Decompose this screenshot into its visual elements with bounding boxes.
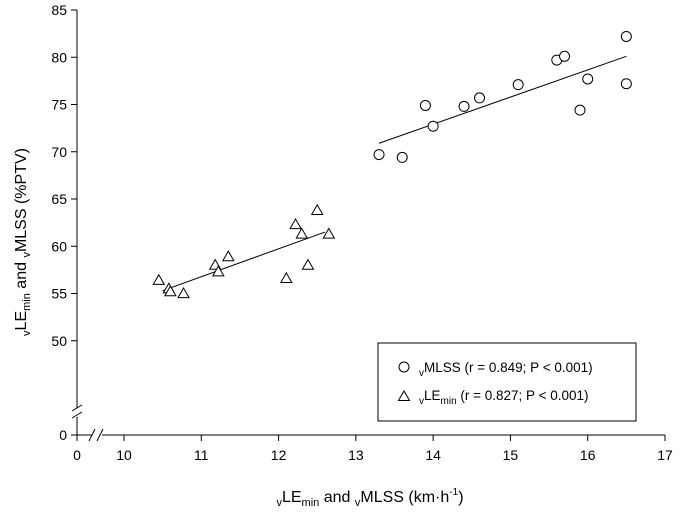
legend: vMLSS (r = 0.849; P < 0.001) vLEmin (r =… bbox=[377, 342, 637, 422]
y-tick-label: 75 bbox=[51, 97, 67, 113]
x-tick-label: 10 bbox=[116, 447, 132, 463]
x-tick-label: 12 bbox=[271, 447, 287, 463]
y-tick-label: 80 bbox=[51, 49, 67, 65]
y-tick-label: 85 bbox=[51, 2, 67, 18]
regression-line-lemin bbox=[162, 231, 326, 292]
point-mlss bbox=[373, 149, 385, 161]
legend-label-lemin: vLEmin (r = 0.827; P < 0.001) bbox=[419, 388, 588, 407]
point-lemin bbox=[177, 286, 190, 299]
point-mlss bbox=[582, 73, 594, 85]
y-tick-label: 65 bbox=[51, 191, 67, 207]
axes: 50 55 60 65 70 75 80 85 0 10 11 12 13 14 15 16 17 0 bbox=[51, 2, 673, 463]
y-axis-break-mark bbox=[71, 404, 83, 412]
legend-item-mlss: vMLSS (r = 0.849; P < 0.001) bbox=[398, 360, 593, 379]
point-mlss bbox=[574, 104, 586, 116]
point-lemin bbox=[295, 227, 309, 239]
x-axis-break-mark bbox=[88, 428, 96, 442]
x-tick-label: 11 bbox=[194, 447, 209, 463]
regression-line-mlss bbox=[378, 55, 627, 144]
y-tick-label: 50 bbox=[51, 333, 67, 349]
y-tick-label: 70 bbox=[51, 144, 67, 160]
point-lemin bbox=[164, 285, 177, 297]
point-lemin bbox=[279, 271, 293, 284]
point-lemin bbox=[310, 203, 324, 215]
y-tick-label: 55 bbox=[51, 286, 67, 302]
y-axis-break-mark bbox=[71, 411, 83, 419]
legend-item-lemin: vLEmin (r = 0.827; P < 0.001) bbox=[397, 388, 588, 407]
x-tick-label-zero: 0 bbox=[73, 447, 81, 463]
x-axis-title: vLEmin and vMLSS (km·h-1) bbox=[276, 487, 463, 509]
x-tick-label: 16 bbox=[580, 447, 596, 463]
data-points bbox=[152, 30, 632, 299]
x-tick-label: 13 bbox=[348, 447, 364, 463]
legend-triangle-marker bbox=[397, 390, 411, 401]
x-axis-break-mark bbox=[96, 428, 104, 442]
point-mlss bbox=[474, 92, 486, 104]
point-mlss bbox=[559, 50, 571, 62]
point-mlss bbox=[458, 100, 470, 112]
point-lemin bbox=[301, 258, 315, 270]
y-tick-label-zero: 0 bbox=[59, 427, 67, 443]
legend-circle-marker bbox=[398, 361, 410, 373]
point-mlss bbox=[396, 151, 408, 163]
legend-box bbox=[377, 342, 637, 422]
point-lemin bbox=[221, 250, 235, 262]
point-lemin bbox=[322, 227, 336, 239]
point-lemin bbox=[289, 218, 302, 230]
point-mlss bbox=[419, 99, 431, 111]
legend-label-mlss: vMLSS (r = 0.849; P < 0.001) bbox=[419, 360, 593, 379]
point-mlss bbox=[620, 78, 632, 90]
point-lemin bbox=[211, 265, 225, 277]
point-mlss bbox=[512, 79, 524, 91]
x-tick-label: 17 bbox=[657, 447, 673, 463]
fit-lines bbox=[162, 55, 627, 292]
point-mlss bbox=[427, 120, 439, 132]
x-tick-label: 15 bbox=[503, 447, 519, 463]
point-mlss bbox=[620, 30, 632, 42]
x-tick-label: 14 bbox=[425, 447, 441, 463]
point-lemin bbox=[152, 273, 166, 285]
y-tick-label: 60 bbox=[51, 238, 67, 254]
y-axis-title: vLEmin and vMLSS (%PTV) bbox=[13, 148, 33, 336]
